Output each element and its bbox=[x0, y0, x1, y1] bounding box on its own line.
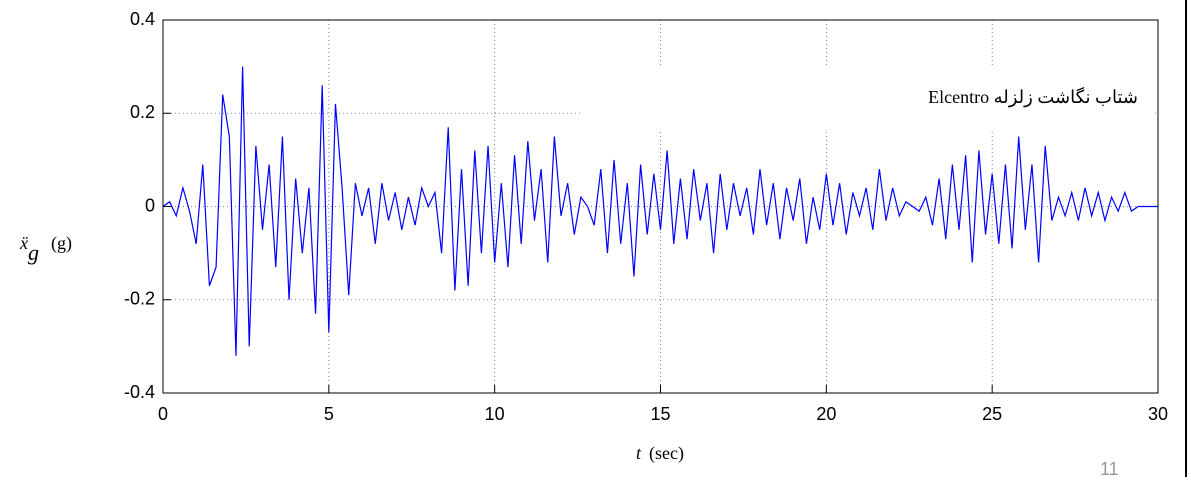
x-tick-label: 15 bbox=[650, 404, 670, 424]
x-axis-label: t (sec) bbox=[636, 443, 684, 464]
x-tick-label: 30 bbox=[1148, 404, 1168, 424]
y-tick-label: -0.4 bbox=[124, 382, 155, 402]
y-label-sub: g bbox=[28, 240, 39, 265]
page-number: 11 bbox=[1100, 459, 1119, 477]
x-tick-label: 5 bbox=[324, 404, 334, 424]
annotation: شتاب نگاشت زلزله Elcentro bbox=[928, 86, 1138, 108]
y-tick-label: 0.4 bbox=[130, 9, 155, 29]
y-tick-label: -0.2 bbox=[124, 289, 155, 309]
x-tick-label: 10 bbox=[485, 404, 505, 424]
y-tick-label: 0 bbox=[145, 195, 155, 215]
y-label-var: ẍ bbox=[19, 233, 28, 253]
x-tick-label: 0 bbox=[158, 404, 168, 424]
y-label-unit: (g) bbox=[51, 233, 72, 254]
plot-frame bbox=[162, 19, 1159, 394]
y-axis-label: ẍg (g) bbox=[19, 233, 72, 265]
x-label-unit: (sec) bbox=[649, 443, 684, 464]
y-tick-label: 0.2 bbox=[130, 102, 155, 122]
x-label-var: t bbox=[636, 443, 642, 463]
data-line bbox=[162, 66, 1158, 356]
x-tick-label: 20 bbox=[816, 404, 836, 424]
annotation-box bbox=[583, 68, 1153, 130]
x-tick-label: 25 bbox=[982, 404, 1002, 424]
